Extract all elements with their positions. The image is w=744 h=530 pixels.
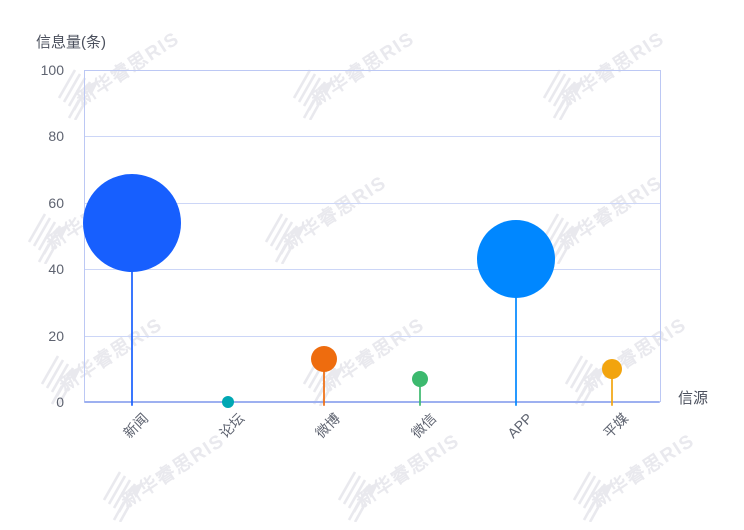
watermark-logo-icon <box>570 466 618 527</box>
gridline-y-20 <box>84 335 660 337</box>
lollipop-stem-1 <box>131 222 133 406</box>
lollipop-stem-6 <box>611 368 613 406</box>
x-category-label-3: 微博 <box>312 410 344 442</box>
data-bubble-平媒[interactable] <box>602 358 622 379</box>
lollipop-stem-4 <box>419 378 421 406</box>
plot-border-right <box>660 70 661 402</box>
x-category-label-1: 新闻 <box>120 410 152 442</box>
y-tick-label: 60 <box>48 194 64 211</box>
plot-area: 0 20 40 60 80 100 新闻 论坛 微博 微信 APP 平媒 <box>40 62 661 442</box>
gridline-y-60 <box>84 202 660 204</box>
y-tick-label: 40 <box>48 261 64 278</box>
data-bubble-APP[interactable] <box>477 220 555 299</box>
bubble-chart: 新华睿思RIS 新华睿思RIS 新华睿思RIS 新华睿思RIS 新华睿思RIS <box>27 28 709 523</box>
x-category-label-6: 平媒 <box>600 410 632 442</box>
x-category-label-2: 论坛 <box>216 410 248 442</box>
watermark-logo-icon <box>100 466 148 527</box>
y-axis-title: 信息量(条) <box>36 34 106 51</box>
data-bubble-微信[interactable] <box>412 370 428 387</box>
data-bubble-论坛[interactable] <box>222 396 234 408</box>
y-tick-label: 20 <box>48 327 64 344</box>
y-tick-label: 80 <box>48 128 64 145</box>
x-axis-title: 信源 <box>678 390 709 407</box>
x-category-label-4: 微信 <box>408 410 440 442</box>
lollipop-stem-5 <box>515 259 517 406</box>
x-axis-line <box>84 401 660 403</box>
watermark-logo-icon <box>335 466 383 527</box>
data-bubble-新闻[interactable] <box>83 173 181 272</box>
plot-border-top <box>84 70 660 71</box>
gridline-y-40 <box>84 269 660 271</box>
y-tick-label: 100 <box>40 62 64 78</box>
gridline-y-80 <box>84 136 660 138</box>
data-bubble-微博[interactable] <box>311 345 337 372</box>
x-category-label-5: APP <box>504 410 536 442</box>
y-tick-label: 0 <box>56 394 64 410</box>
